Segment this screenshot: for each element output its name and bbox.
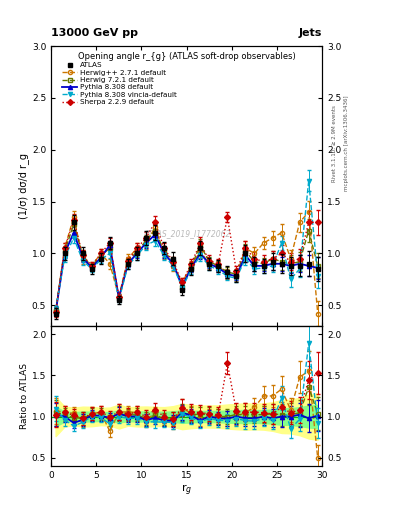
Text: mcplots.cern.ch [arXiv:1306.3436]: mcplots.cern.ch [arXiv:1306.3436]: [344, 96, 349, 191]
Y-axis label: Ratio to ATLAS: Ratio to ATLAS: [20, 363, 29, 429]
X-axis label: r$_g$: r$_g$: [181, 482, 192, 498]
Y-axis label: (1/σ) dσ/d r_g: (1/σ) dσ/d r_g: [18, 153, 29, 219]
Text: Jets: Jets: [299, 28, 322, 38]
Text: Opening angle r_{g} (ATLAS soft-drop observables): Opening angle r_{g} (ATLAS soft-drop obs…: [78, 52, 296, 61]
Legend: ATLAS, Herwig++ 2.7.1 default, Herwig 7.2.1 default, Pythia 8.308 default, Pythi: ATLAS, Herwig++ 2.7.1 default, Herwig 7.…: [60, 61, 179, 106]
Text: 13000 GeV pp: 13000 GeV pp: [51, 28, 138, 38]
Text: Rivet 3.1.10; ≥ 2.9M events: Rivet 3.1.10; ≥ 2.9M events: [332, 105, 337, 182]
Text: ATLAS_2019_I1772062: ATLAS_2019_I1772062: [143, 229, 230, 238]
